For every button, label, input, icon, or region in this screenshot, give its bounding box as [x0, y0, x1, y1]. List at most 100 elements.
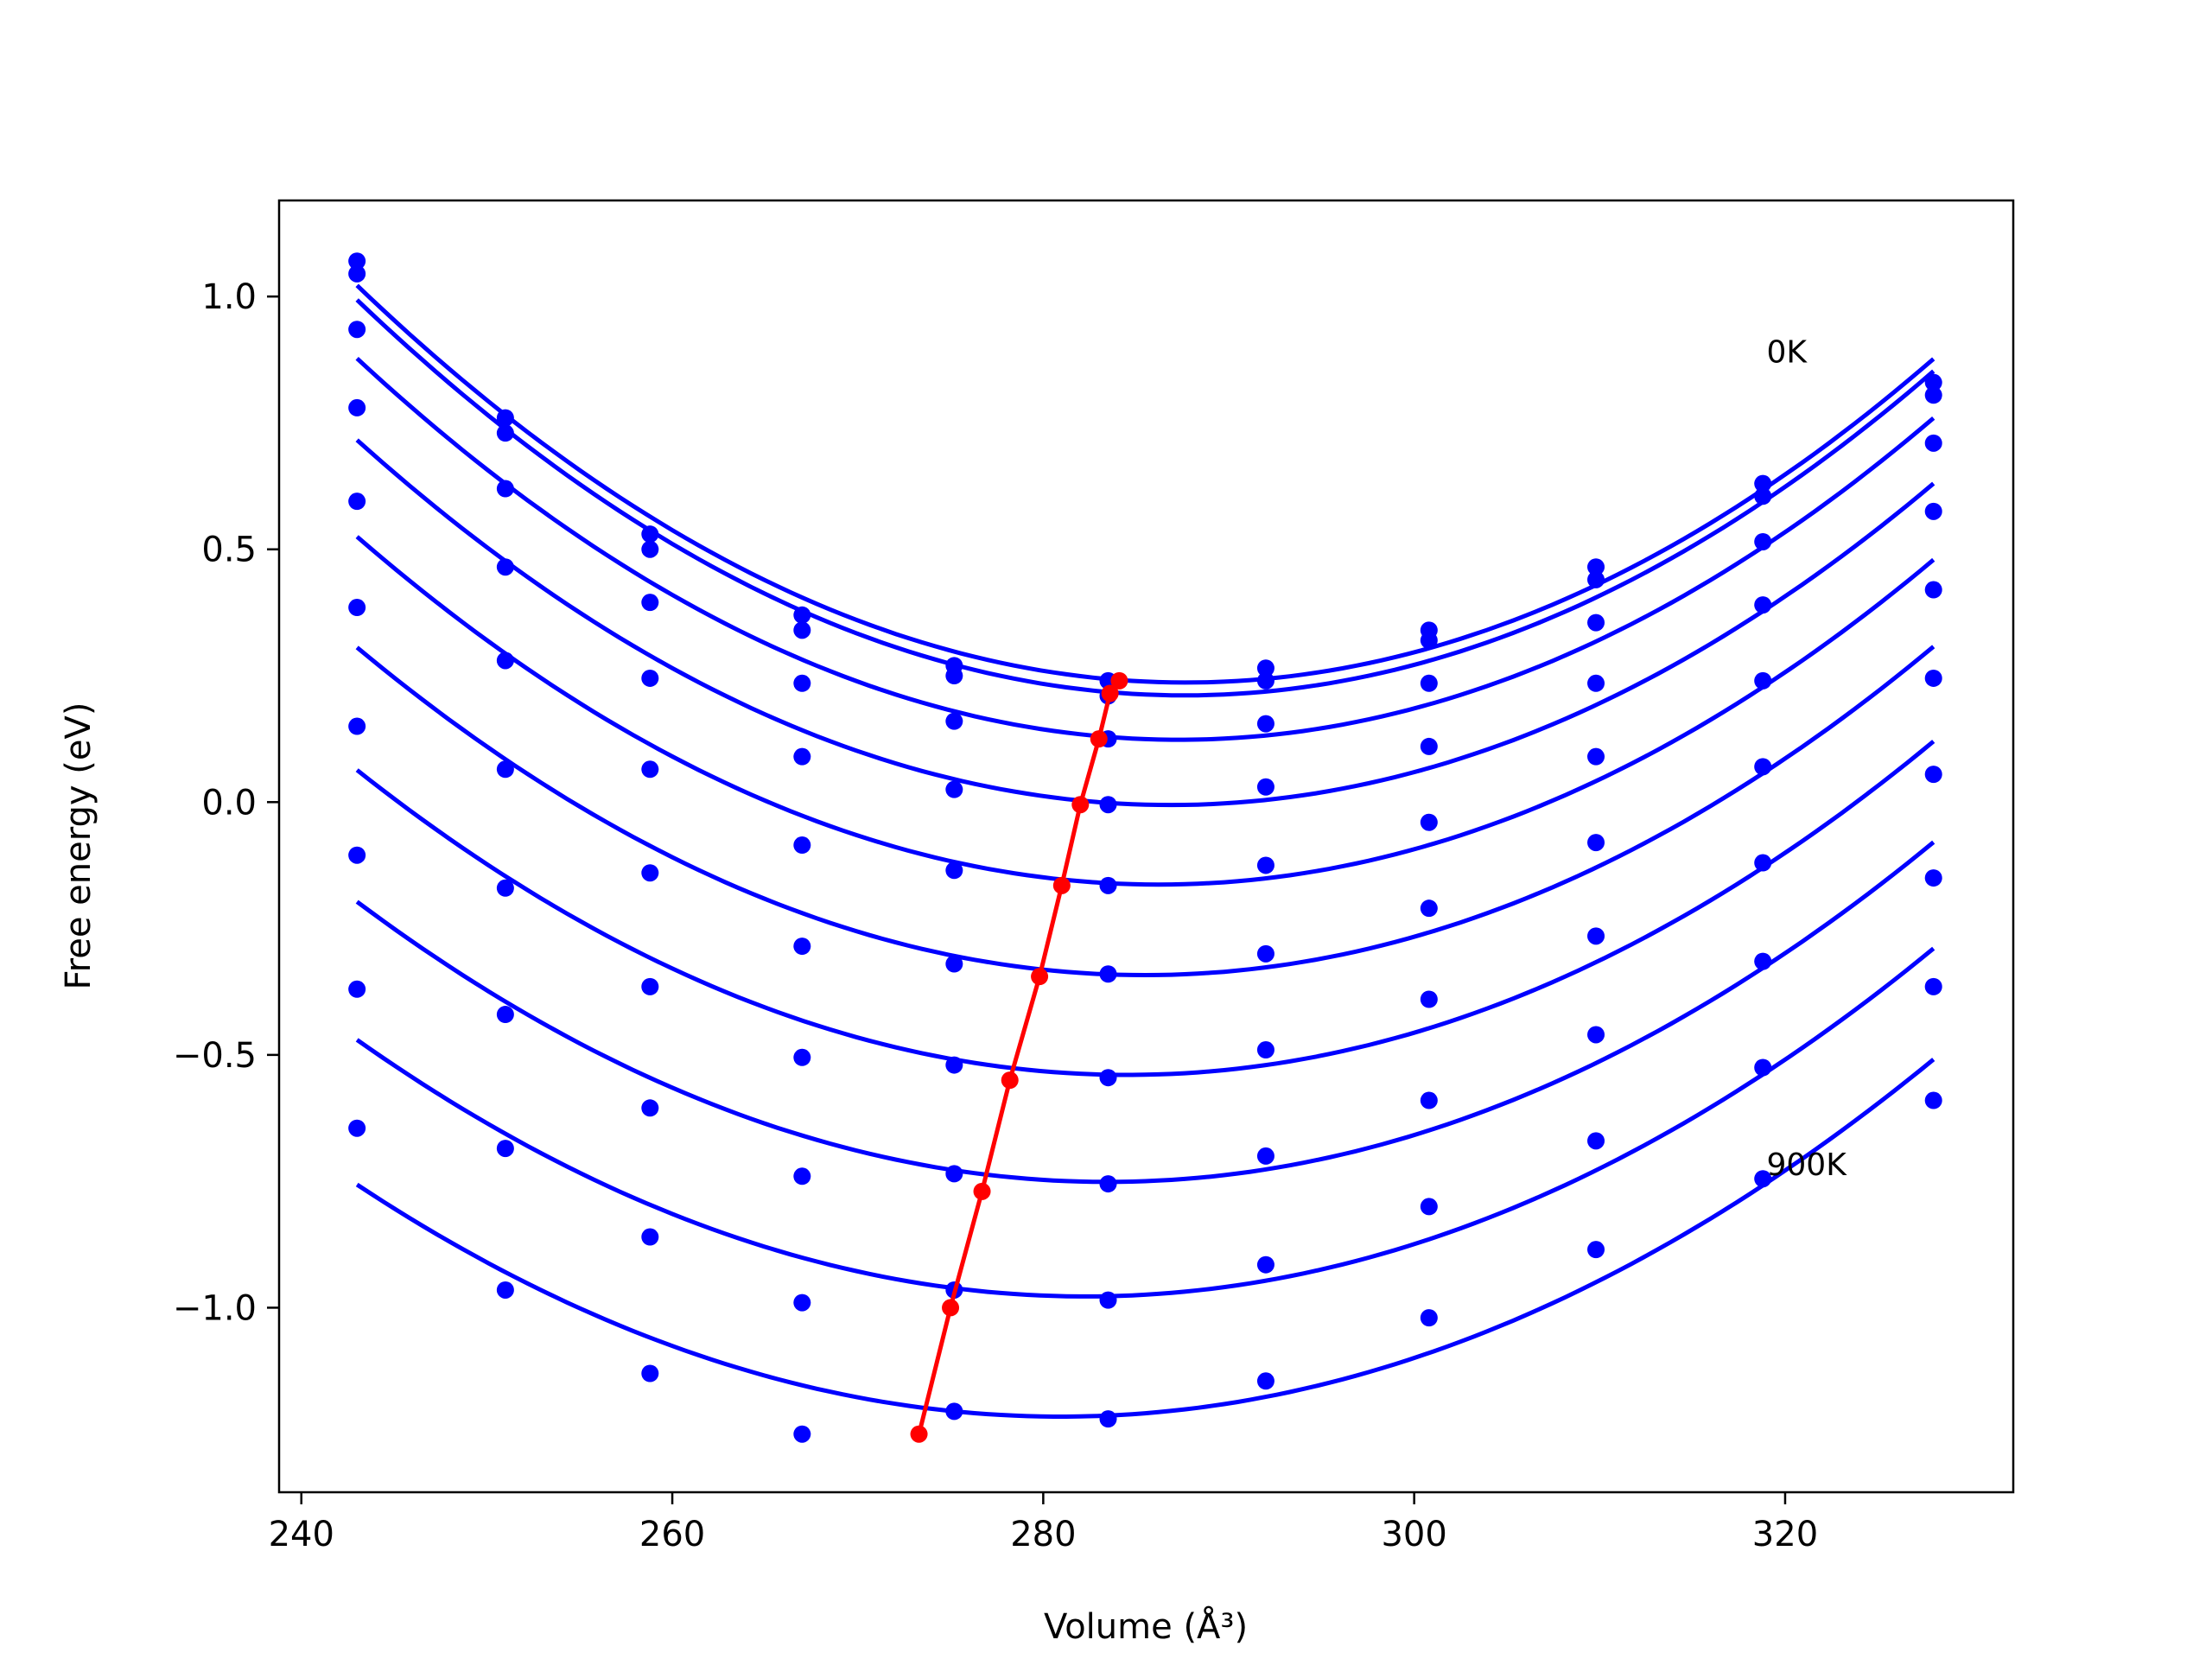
y-axis-ticks: 1.0 0.5 0.0 −0.5 −1.0 — [173, 277, 279, 1328]
curve-5 — [355, 645, 1936, 978]
data-point — [1587, 927, 1605, 945]
data-point — [793, 1167, 811, 1185]
data-point — [496, 1281, 514, 1299]
data-point — [496, 558, 514, 576]
y-tick-label: 1.0 — [201, 277, 257, 317]
data-point — [1420, 674, 1438, 692]
data-point — [496, 1140, 514, 1158]
data-point — [348, 321, 366, 339]
data-point — [1256, 944, 1274, 963]
data-point — [793, 1294, 811, 1312]
data-point — [1587, 1132, 1605, 1150]
data-point — [945, 712, 963, 730]
data-point — [793, 747, 811, 766]
x-tick-label: 240 — [269, 1515, 334, 1554]
data-point — [1256, 1041, 1274, 1059]
temperature-annotation: 0K — [1767, 335, 1808, 371]
data-point — [1420, 899, 1438, 918]
curve-1 — [355, 298, 1936, 698]
data-point — [1587, 1241, 1605, 1259]
data-point — [1587, 558, 1605, 576]
data-point — [1420, 813, 1438, 831]
data-point — [1420, 990, 1438, 1008]
data-point — [496, 424, 514, 442]
curve-7 — [355, 840, 1936, 1185]
data-point — [1099, 1175, 1117, 1193]
data-point — [1587, 674, 1605, 692]
x-axis-label: Volume (Å³) — [1044, 1605, 1248, 1647]
data-point — [1256, 1147, 1274, 1165]
data-point — [641, 977, 659, 995]
data-point — [1754, 758, 1772, 776]
data-point — [348, 599, 366, 617]
data-point — [496, 480, 514, 498]
data-point — [1587, 1026, 1605, 1044]
x-tick-label: 300 — [1381, 1515, 1446, 1554]
y-axis-label: Free energy (eV) — [59, 702, 99, 990]
data-point — [1754, 1170, 1772, 1188]
data-point — [1924, 581, 1942, 599]
data-point — [1099, 1291, 1117, 1309]
data-point — [1420, 632, 1438, 650]
data-point — [1256, 1255, 1274, 1274]
curve-9 — [355, 1058, 1936, 1419]
data-point — [1099, 796, 1117, 814]
minimum-point — [973, 1182, 991, 1200]
data-point — [348, 252, 366, 270]
data-point — [1256, 778, 1274, 796]
data-point — [793, 938, 811, 956]
data-point — [1754, 487, 1772, 505]
x-axis-ticks: 240 260 280 300 320 — [269, 1492, 1818, 1554]
y-tick-label: −0.5 — [173, 1036, 257, 1076]
data-point — [1099, 965, 1117, 983]
data-point — [641, 1228, 659, 1246]
data-point — [1256, 1372, 1274, 1390]
data-point — [1099, 1069, 1117, 1087]
curve-2 — [355, 356, 1936, 742]
data-point — [793, 1048, 811, 1066]
annotations: 0K 900K — [1767, 335, 1848, 1183]
curve-4 — [355, 535, 1936, 887]
data-point — [945, 1165, 963, 1183]
data-point — [1256, 671, 1274, 690]
data-point — [1256, 715, 1274, 733]
data-point — [496, 1006, 514, 1024]
minimum-point — [1031, 968, 1049, 986]
data-point — [1754, 532, 1772, 550]
data-point — [793, 836, 811, 855]
data-point — [1924, 766, 1942, 784]
data-point — [348, 717, 366, 735]
x-tick-label: 280 — [1010, 1515, 1076, 1554]
data-point — [1256, 856, 1274, 874]
data-point — [1754, 1058, 1772, 1077]
minimum-line-path — [917, 679, 1122, 1435]
data-point — [793, 674, 811, 692]
x-tick-label: 260 — [639, 1515, 705, 1554]
data-point — [1754, 854, 1772, 872]
curve-0 — [355, 283, 1936, 685]
data-point — [945, 955, 963, 973]
data-point — [1256, 659, 1274, 677]
data-point — [496, 652, 514, 670]
curve-3 — [355, 438, 1936, 808]
data-point — [348, 264, 366, 283]
data-point — [945, 1402, 963, 1421]
curve-8 — [355, 946, 1936, 1299]
data-point — [793, 606, 811, 624]
data-point — [1099, 1410, 1117, 1428]
data-point — [793, 1425, 811, 1443]
fitted-curves — [355, 283, 1936, 1419]
data-point — [1587, 613, 1605, 632]
data-point — [348, 398, 366, 416]
data-point — [348, 493, 366, 511]
data-point — [1587, 570, 1605, 588]
minimum-energy-line — [910, 671, 1128, 1443]
data-point — [1754, 671, 1772, 690]
temperature-annotation: 900K — [1767, 1147, 1848, 1183]
minimum-point — [910, 1425, 928, 1443]
minimum-point — [1071, 796, 1090, 814]
data-point — [1924, 869, 1942, 887]
minimum-point — [1001, 1071, 1019, 1090]
curve-6 — [355, 740, 1936, 1077]
